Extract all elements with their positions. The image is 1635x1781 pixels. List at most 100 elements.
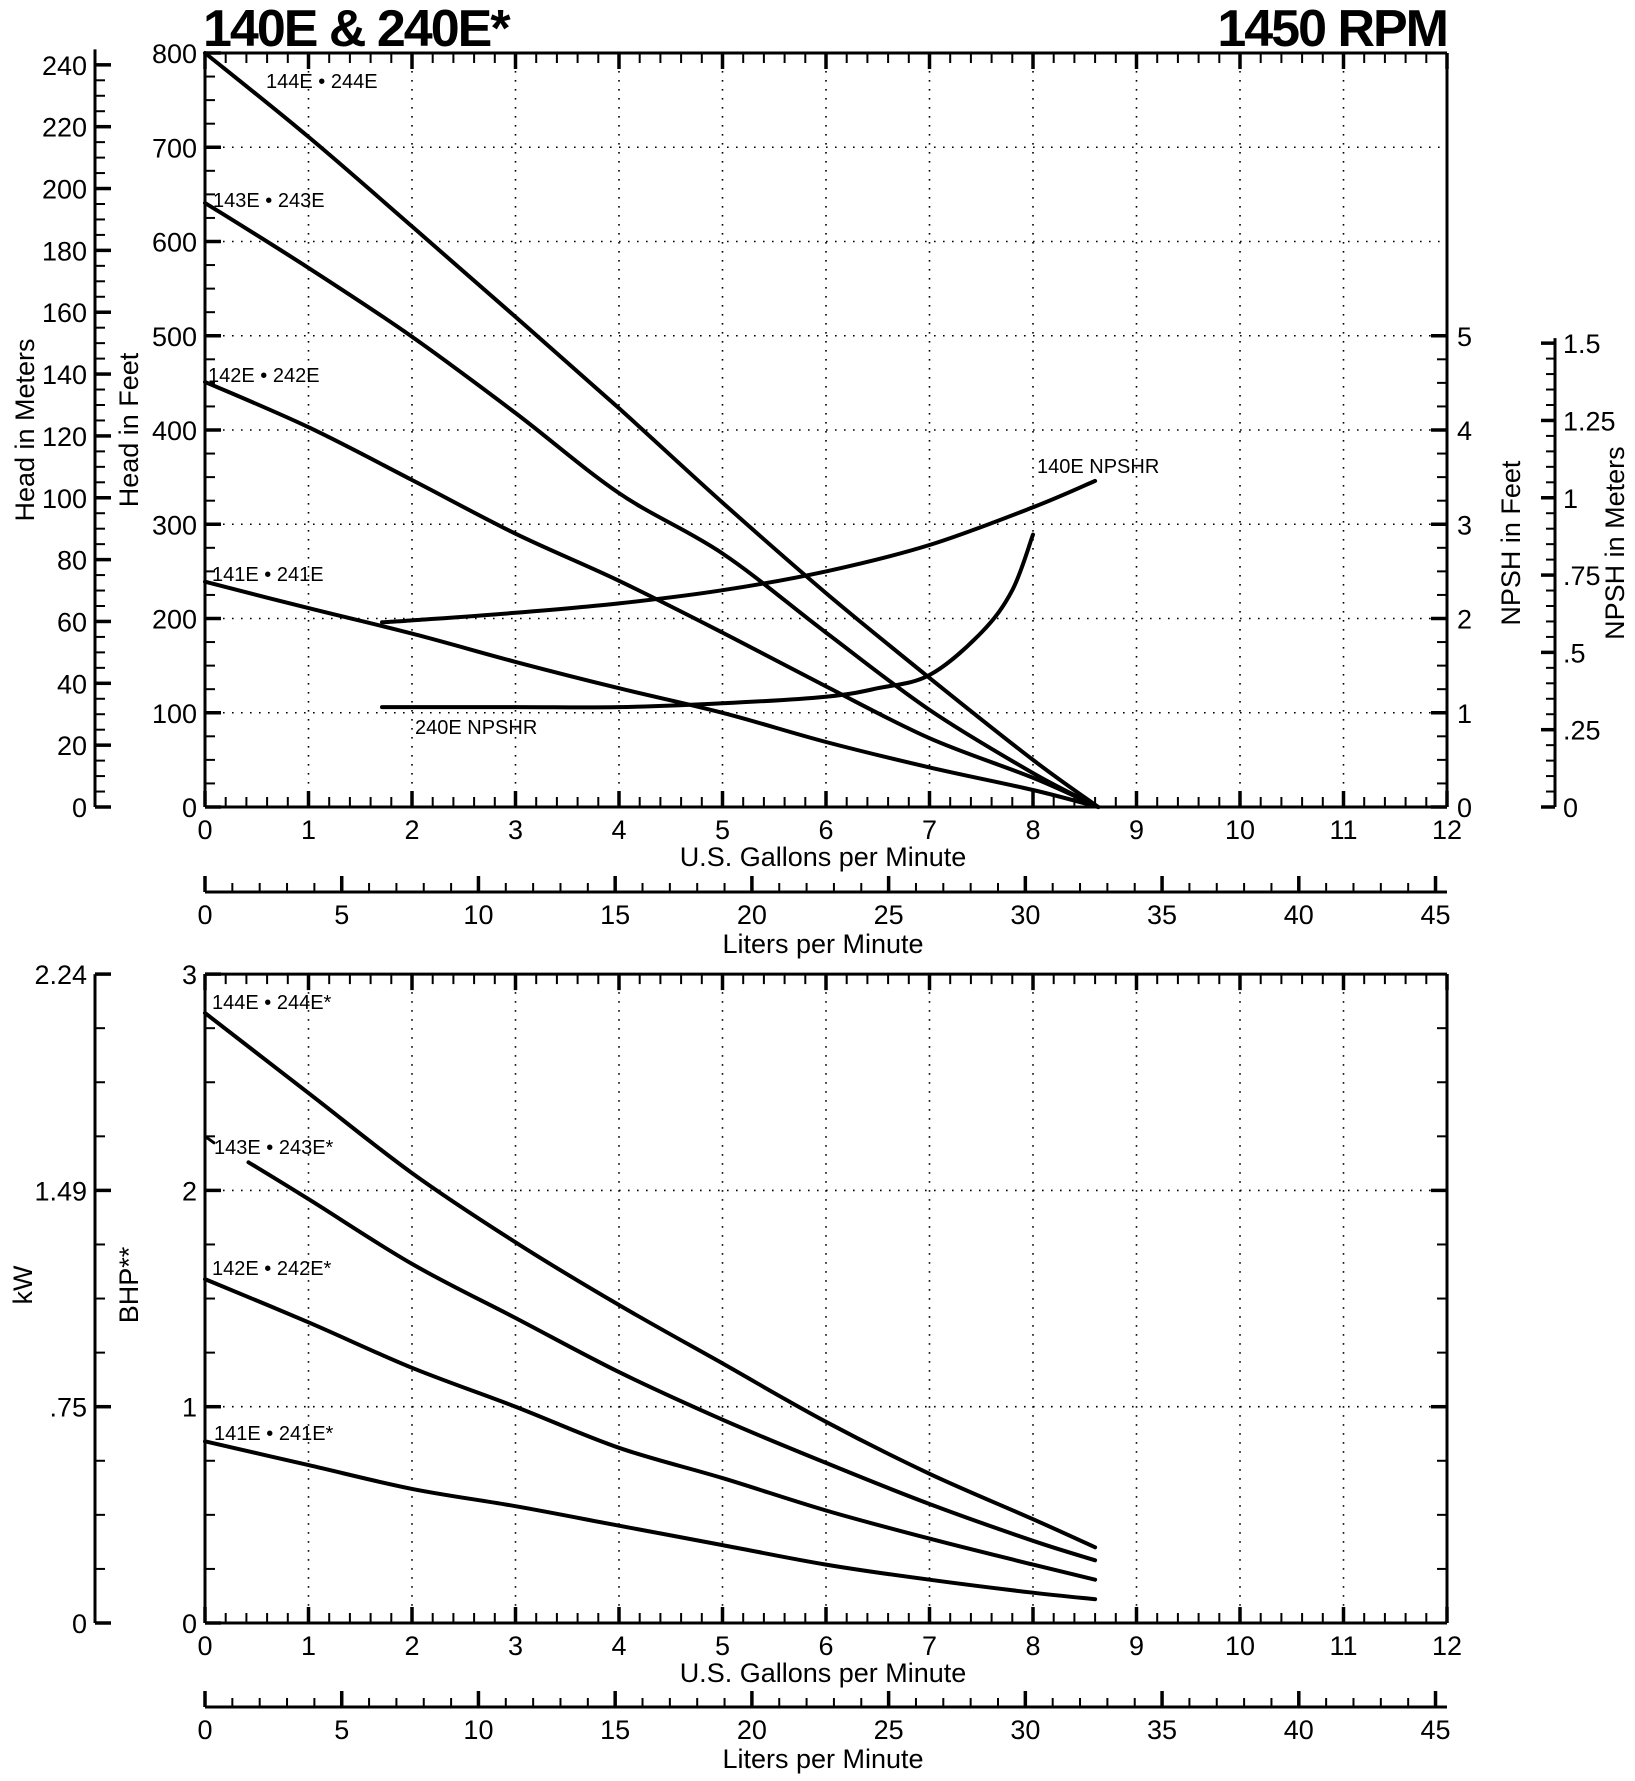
label-143e-243e: 143E • 243E (213, 190, 325, 212)
x-tick-label: 11 (1329, 815, 1357, 845)
x-tick-label: 4 (611, 815, 626, 845)
liters-tick-label: 15 (600, 1715, 630, 1745)
npsh-meters-axis-title: NPSH in Meters (1600, 446, 1630, 640)
y-tick-label-meters: 220 (42, 113, 87, 143)
npsh-feet-tick-label: 5 (1457, 322, 1472, 352)
x-tick-label: 7 (922, 815, 937, 845)
curve-142e-242e- (203, 1277, 1098, 1582)
y-tick-label-feet: 500 (152, 322, 197, 352)
liters-tick-label: 25 (874, 1715, 904, 1745)
curve-143e-243e (203, 200, 1101, 809)
curve-142e-242e (203, 379, 1101, 809)
y-tick-label-kw: .75 (49, 1393, 87, 1423)
x-tick-label: 3 (508, 815, 523, 845)
x-tick-label: 8 (1025, 815, 1040, 845)
label-leader-143e (203, 1134, 216, 1145)
y-tick-label-feet: 800 (152, 39, 197, 69)
npsh-meters-tick-label: 1 (1563, 484, 1578, 514)
y-tick-label-meters: 0 (72, 793, 87, 823)
y-axis-title-kw: kW (8, 1265, 38, 1305)
y-tick-label-feet: 300 (152, 510, 197, 540)
x-axis-title: U.S. Gallons per Minute (680, 1658, 967, 1688)
label-140e-npshr: 140E NPSHR (1037, 456, 1159, 478)
npsh-meters-tick-label: .5 (1563, 638, 1586, 668)
liters-tick-label: 35 (1147, 900, 1177, 930)
x-tick-label: 5 (715, 815, 730, 845)
liters-tick-label: 20 (737, 1715, 767, 1745)
npsh-feet-tick-label: 3 (1457, 510, 1472, 540)
curve-140e-npshr (380, 478, 1098, 625)
y-tick-label-feet: 200 (152, 605, 197, 635)
npsh-meters-tick-label: 1.25 (1563, 406, 1616, 436)
x-tick-label: 9 (1129, 815, 1144, 845)
x-tick-label: 8 (1025, 1631, 1040, 1661)
liters-tick-label: 10 (463, 1715, 493, 1745)
label-142e-242e-bhp: 142E • 242E* (212, 1258, 332, 1280)
npsh-feet-tick-label: 0 (1457, 793, 1472, 823)
liters-tick-label: 15 (600, 900, 630, 930)
curve-141e-241e- (203, 1439, 1098, 1602)
curve-144e-244e (203, 51, 1101, 809)
npsh-meters-tick-label: .75 (1563, 561, 1601, 591)
label-141e-241e: 141E • 241E (212, 564, 324, 586)
x-tick-label: 3 (508, 1631, 523, 1661)
liters-axis-title: Liters per Minute (722, 929, 923, 959)
y-tick-label-meters: 160 (42, 298, 87, 328)
label-143e-243e-bhp: 143E • 243E* (214, 1137, 334, 1159)
x-tick-label: 6 (818, 1631, 833, 1661)
liters-tick-label: 35 (1147, 1715, 1177, 1745)
liters-tick-label: 45 (1420, 900, 1450, 930)
y-tick-label-meters: 20 (57, 731, 87, 761)
curve-141e-241e (203, 579, 1101, 809)
y-tick-label-feet: 0 (182, 793, 197, 823)
y-tick-label-feet: 600 (152, 228, 197, 258)
y-tick-label-bhp: 0 (182, 1609, 197, 1639)
y-axis-title-feet: Head in Feet (114, 352, 144, 507)
y-tick-label-kw: 1.49 (34, 1176, 87, 1206)
y-tick-label-feet: 100 (152, 699, 197, 729)
liters-tick-label: 20 (737, 900, 767, 930)
liters-tick-label: 40 (1284, 1715, 1314, 1745)
y-tick-label-meters: 100 (42, 484, 87, 514)
y-tick-label-bhp: 3 (182, 960, 197, 990)
y-tick-label-meters: 180 (42, 236, 87, 266)
x-tick-label: 0 (197, 815, 212, 845)
liters-tick-label: 5 (334, 1715, 349, 1745)
y-tick-label-kw: 0 (72, 1609, 87, 1639)
curve-143e-243e- (246, 1160, 1098, 1563)
label-141e-241e-bhp: 141E • 241E* (214, 1423, 334, 1445)
npsh-meters-tick-label: 0 (1563, 793, 1578, 823)
x-tick-label: 1 (301, 815, 316, 845)
liters-axis-title: Liters per Minute (722, 1744, 923, 1774)
y-tick-label-meters: 60 (57, 607, 87, 637)
label-142e-242e: 142E • 242E (208, 365, 320, 387)
y-tick-label-feet: 400 (152, 416, 197, 446)
y-tick-label-meters: 120 (42, 422, 87, 452)
liters-tick-label: 30 (1010, 1715, 1040, 1745)
label-144e-244e: 144E • 244E (266, 71, 378, 93)
y-axis-title-meters: Head in Meters (10, 338, 40, 521)
liters-tick-label: 45 (1420, 1715, 1450, 1745)
x-tick-label: 0 (197, 1631, 212, 1661)
x-tick-label: 12 (1432, 1631, 1462, 1661)
x-tick-label: 10 (1225, 1631, 1255, 1661)
x-tick-label: 10 (1225, 815, 1255, 845)
y-tick-label-kw: 2.24 (34, 960, 87, 990)
liters-tick-label: 5 (334, 900, 349, 930)
x-tick-label: 4 (611, 1631, 626, 1661)
npsh-feet-tick-label: 2 (1457, 605, 1472, 635)
x-tick-label: 11 (1329, 1631, 1357, 1661)
curve-144e-244e- (203, 1011, 1098, 1550)
y-tick-label-meters: 140 (42, 360, 87, 390)
y-axis-title-bhp: BHP** (114, 1246, 144, 1323)
x-tick-label: 7 (922, 1631, 937, 1661)
y-tick-label-meters: 240 (42, 51, 87, 81)
npsh-feet-axis-title: NPSH in Feet (1496, 460, 1526, 626)
chart-title-models: 140E & 240E* (203, 0, 511, 58)
x-tick-label: 12 (1432, 815, 1462, 845)
npsh-meters-tick-label: 1.5 (1563, 329, 1601, 359)
x-tick-label: 6 (818, 815, 833, 845)
